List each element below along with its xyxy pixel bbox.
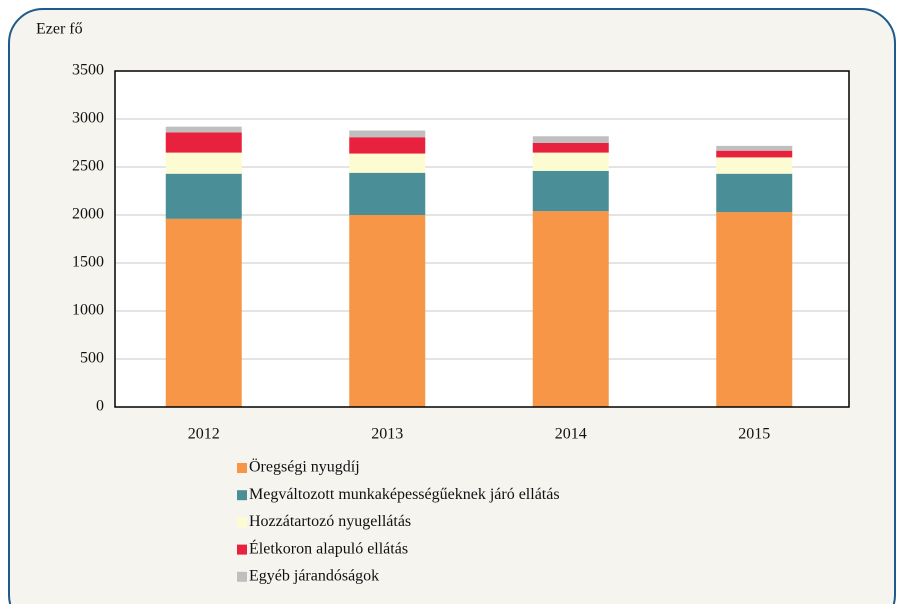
bar-segment [165, 126, 242, 133]
bar-segment [532, 143, 609, 153]
x-tick-label: 2013 [371, 426, 403, 443]
y-tick-label: 2500 [72, 158, 104, 175]
bar-segment [532, 170, 609, 212]
bar-segment [716, 150, 793, 158]
bar-segment [716, 173, 793, 213]
x-tick-label: 2014 [555, 426, 587, 443]
y-tick-label: 2000 [72, 206, 104, 223]
legend-swatch [237, 517, 247, 528]
bar-segment [349, 130, 426, 138]
y-tick-label: 500 [80, 350, 104, 367]
y-tick-label: 1500 [72, 254, 104, 271]
legend-label: Megváltozott munkaképességűeknek járó el… [249, 486, 560, 503]
legend-swatch [237, 463, 247, 473]
x-tick-label: 2012 [188, 426, 220, 443]
plot-border [114, 70, 850, 408]
legend-label: Öregségi nyugdíj [249, 458, 360, 476]
bar-segment [349, 172, 426, 215]
bar-segment [165, 132, 242, 153]
bar-segment [532, 136, 609, 143]
y-tick-label: 3500 [72, 62, 104, 79]
bar-segment [165, 218, 242, 407]
y-tick-label: 1000 [72, 302, 104, 319]
bar-segment [532, 152, 609, 171]
bar-segment [716, 145, 793, 151]
x-tick-label: 2015 [738, 426, 770, 443]
legend-label: Hozzátartozó nyugellátás [249, 513, 411, 530]
bar-segment [716, 157, 793, 174]
y-tick-label: 3000 [72, 110, 104, 127]
bar-segment [532, 211, 609, 407]
legend-label: Egyéb járandóságok [249, 567, 379, 584]
legend-swatch [237, 490, 247, 501]
legend-swatch [237, 571, 247, 582]
bar-segment [165, 152, 242, 174]
legend-swatch [237, 544, 247, 555]
y-axis-label: Ezer fő [36, 21, 83, 38]
bar-segment [349, 137, 426, 154]
bar-segment [716, 212, 793, 407]
bar-segment [349, 215, 426, 407]
y-tick-label: 0 [96, 398, 104, 415]
bar-segment [165, 173, 242, 219]
bar-segment [349, 153, 426, 173]
legend-label: Életkoron alapuló ellátás [249, 538, 408, 557]
